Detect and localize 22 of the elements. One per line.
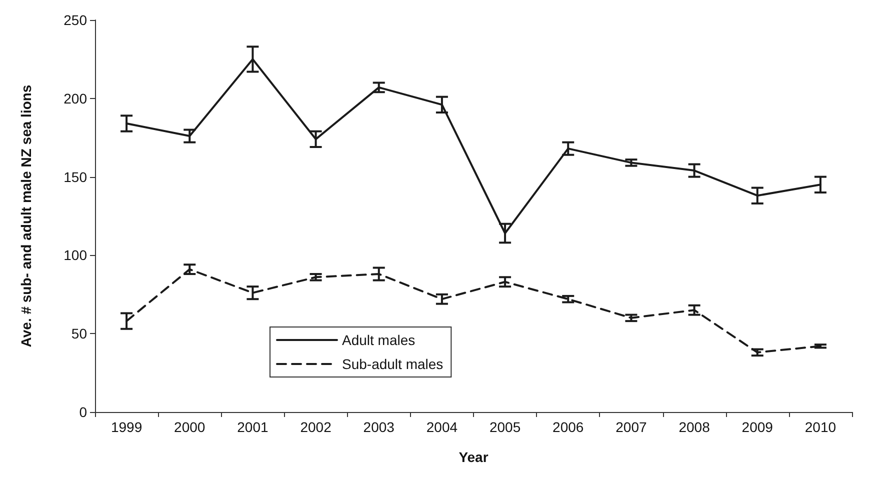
x-tick-label: 2009 — [742, 419, 774, 435]
x-tick-label: 2003 — [363, 419, 395, 435]
x-tick-label: 2010 — [804, 419, 836, 435]
x-tick-label: 2000 — [174, 419, 206, 435]
y-tick-label: 250 — [64, 12, 88, 28]
legend-label: Sub-adult males — [342, 356, 444, 372]
x-tick-label: 2006 — [552, 419, 584, 435]
x-tick-label: 2005 — [489, 419, 521, 435]
x-tick-label: 2008 — [678, 419, 710, 435]
x-axis-title: Year — [458, 449, 489, 465]
y-tick-label: 100 — [64, 247, 88, 264]
legend-label: Adult males — [342, 332, 416, 348]
x-tick-label: 1999 — [110, 419, 142, 435]
y-tick-label: 150 — [64, 168, 88, 185]
x-tick-label: 2002 — [300, 419, 332, 435]
x-tick-label: 2007 — [616, 419, 647, 435]
x-tick-label: 2001 — [237, 419, 268, 435]
y-tick-label: 200 — [64, 90, 88, 106]
x-tick-label: 2004 — [426, 419, 458, 435]
y-tick-label: 0 — [79, 404, 88, 420]
y-tick-label: 50 — [71, 326, 88, 342]
y-axis-title: Ave. # sub- and adult male NZ sea lions — [18, 84, 34, 348]
